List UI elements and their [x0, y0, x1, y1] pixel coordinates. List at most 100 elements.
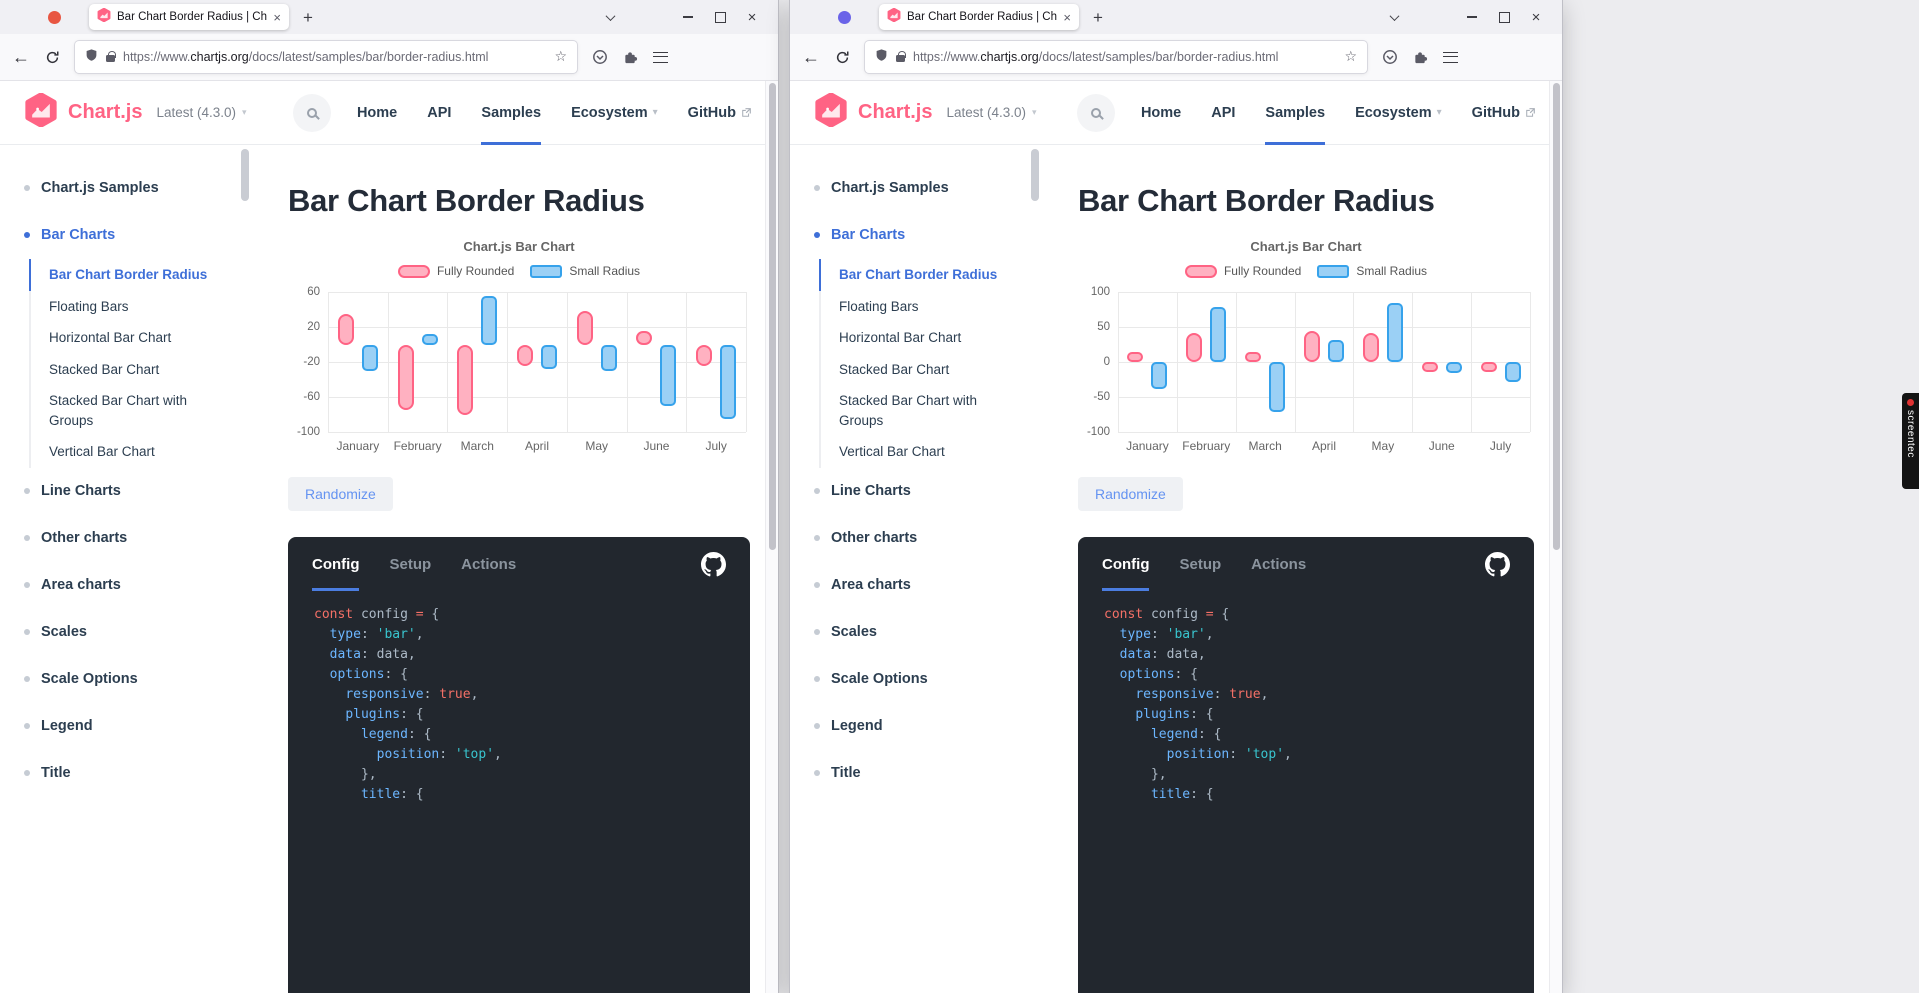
pocket-icon[interactable] [1382, 49, 1398, 65]
github-icon[interactable] [1485, 551, 1510, 577]
page-scrollbar-thumb[interactable] [1553, 83, 1560, 551]
sidebar-item[interactable]: Stacked Bar Chart [29, 353, 219, 386]
maximize-button[interactable] [704, 4, 736, 30]
brand-name[interactable]: Chart.js [858, 101, 933, 123]
nav-link[interactable]: API [1211, 81, 1235, 145]
tracking-shield-icon[interactable] [85, 48, 98, 67]
sidebar-scrollbar[interactable] [1031, 145, 1039, 993]
code-tab[interactable]: Setup [389, 537, 431, 591]
chartjs-logo[interactable] [24, 92, 58, 132]
legend-item[interactable]: Fully Rounded [1184, 264, 1301, 278]
github-icon[interactable] [701, 551, 726, 577]
page-scrollbar[interactable] [1549, 81, 1562, 993]
sidebar-item[interactable]: Stacked Bar Chart with Groups [29, 385, 219, 437]
sidebar-item[interactable]: Area charts [790, 562, 1048, 609]
lock-icon[interactable] [896, 51, 906, 62]
sidebar-item[interactable]: Bar Charts [0, 212, 258, 259]
nav-link[interactable]: Home [1141, 81, 1181, 145]
chartjs-logo[interactable] [814, 92, 848, 132]
page-scrollbar[interactable] [765, 81, 778, 993]
legend-item[interactable]: Fully Rounded [397, 264, 514, 278]
search-button[interactable] [1076, 93, 1115, 132]
sidebar-item[interactable]: Bar Charts [790, 212, 1048, 259]
bookmark-star-icon[interactable] [1344, 48, 1357, 66]
sidebar-item[interactable]: Scales [0, 609, 258, 656]
sidebar-item[interactable]: Legend [0, 703, 258, 750]
sidebar-scrollbar[interactable] [241, 145, 249, 993]
nav-link[interactable]: GitHub [688, 81, 752, 145]
menu-button[interactable] [1443, 51, 1458, 63]
sidebar-item[interactable]: Vertical Bar Chart [29, 436, 219, 468]
sidebar-item[interactable]: Stacked Bar Chart [819, 353, 1009, 386]
bookmark-star-icon[interactable] [554, 48, 567, 66]
sidebar-item[interactable]: Line Charts [790, 468, 1048, 515]
tab-close-icon[interactable] [273, 11, 281, 24]
lock-icon[interactable] [106, 51, 116, 62]
legend-item[interactable]: Small Radius [1317, 264, 1427, 278]
legend-item[interactable]: Small Radius [530, 264, 640, 278]
sidebar-item[interactable]: Legend [790, 703, 1048, 750]
code-tab[interactable]: Actions [1251, 537, 1306, 591]
brand-name[interactable]: Chart.js [68, 101, 143, 123]
nav-link[interactable]: Ecosystem [1355, 81, 1442, 145]
sidebar-scrollbar-thumb[interactable] [241, 149, 249, 201]
randomize-button[interactable]: Randomize [1078, 477, 1183, 511]
maximize-button[interactable] [1488, 4, 1520, 30]
sidebar-item[interactable]: Other charts [0, 515, 258, 562]
profile-icon[interactable] [48, 10, 61, 24]
sidebar-item[interactable]: Floating Bars [819, 290, 1009, 323]
sidebar-item[interactable]: Scale Options [790, 656, 1048, 703]
close-window-button[interactable] [1520, 4, 1552, 30]
code-tab[interactable]: Actions [461, 537, 516, 591]
close-window-button[interactable] [736, 4, 768, 30]
sidebar-item[interactable]: Area charts [0, 562, 258, 609]
profile-icon[interactable] [838, 10, 851, 24]
version-dropdown[interactable]: Latest (4.3.0) [946, 105, 1036, 120]
sidebar-item[interactable]: Scale Options [0, 656, 258, 703]
sidebar-item[interactable]: Other charts [790, 515, 1048, 562]
randomize-button[interactable]: Randomize [288, 477, 393, 511]
url-bar[interactable]: https://www.chartjs.org/docs/latest/samp… [75, 41, 577, 73]
url-bar[interactable]: https://www.chartjs.org/docs/latest/samp… [865, 41, 1367, 73]
sidebar-item[interactable]: Floating Bars [29, 290, 219, 323]
code-tab[interactable]: Setup [1179, 537, 1221, 591]
nav-link[interactable]: Samples [481, 81, 542, 145]
extensions-icon[interactable] [1413, 50, 1428, 65]
code-tab[interactable]: Config [312, 537, 360, 591]
sidebar-item[interactable]: Chart.js Samples [0, 165, 258, 212]
all-tabs-chevron-icon[interactable] [605, 10, 616, 21]
minimize-button[interactable] [672, 4, 704, 30]
minimize-button[interactable] [1456, 4, 1488, 30]
nav-link[interactable]: Ecosystem [571, 81, 658, 145]
sidebar-item[interactable]: Scales [790, 609, 1048, 656]
chart-canvas[interactable]: 60 20 -20 -60 -100 [297, 286, 747, 438]
nav-link[interactable]: GitHub [1472, 81, 1536, 145]
nav-link[interactable]: Samples [1265, 81, 1326, 145]
sidebar-item[interactable]: Stacked Bar Chart with Groups [819, 385, 1009, 437]
back-button[interactable] [12, 47, 30, 68]
sidebar-item[interactable]: Horizontal Bar Chart [819, 322, 1009, 354]
sidebar-item[interactable]: Line Charts [0, 468, 258, 515]
sidebar-item[interactable]: Vertical Bar Chart [819, 436, 1009, 468]
sidebar-item[interactable]: Title [0, 750, 258, 797]
nav-link[interactable]: API [427, 81, 451, 145]
back-button[interactable] [802, 47, 820, 68]
code-tab[interactable]: Config [1102, 537, 1150, 591]
pocket-icon[interactable] [592, 49, 608, 65]
all-tabs-chevron-icon[interactable] [1389, 10, 1400, 21]
search-button[interactable] [292, 93, 331, 132]
sidebar-item[interactable]: Horizontal Bar Chart [29, 322, 219, 354]
sidebar-scrollbar-thumb[interactable] [1031, 149, 1039, 201]
sidebar-item[interactable]: Chart.js Samples [790, 165, 1048, 212]
tab-close-icon[interactable] [1063, 11, 1071, 24]
page-scrollbar-thumb[interactable] [769, 83, 776, 551]
browser-tab[interactable]: Bar Chart Border Radius | Chart.j [879, 4, 1079, 30]
reload-button[interactable] [835, 50, 850, 65]
version-dropdown[interactable]: Latest (4.3.0) [156, 105, 246, 120]
menu-button[interactable] [653, 51, 668, 63]
sidebar-item[interactable]: Bar Chart Border Radius [29, 259, 219, 291]
new-tab-button[interactable] [303, 9, 313, 26]
extensions-icon[interactable] [623, 50, 638, 65]
nav-link[interactable]: Home [357, 81, 397, 145]
sidebar-item[interactable]: Title [790, 750, 1048, 797]
